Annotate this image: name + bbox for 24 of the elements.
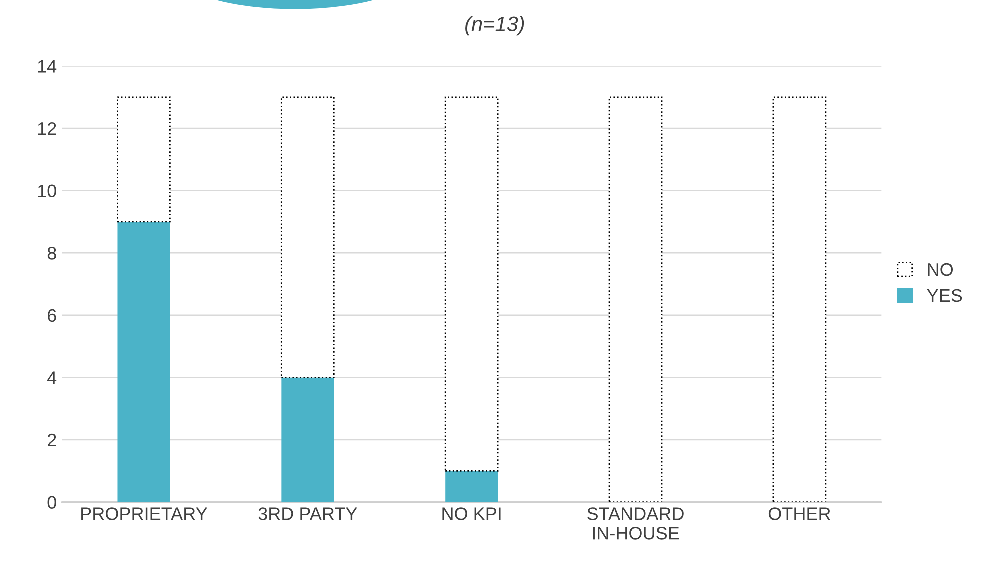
y-tick-label: 0	[48, 496, 56, 509]
y-tick-label: 6	[48, 309, 56, 322]
y-tick-label: 14	[38, 60, 57, 73]
x-tick-label: 3RD PARTY	[258, 508, 358, 520]
y-tick-label: 12	[38, 122, 56, 136]
x-tick-label: STANDARD IN-HOUSE	[588, 508, 684, 540]
bar	[280, 96, 335, 378]
x-tick-label: PROPRIETARY	[82, 508, 208, 520]
y-tick-label: 4	[48, 372, 57, 384]
legend-label: YES	[927, 289, 962, 302]
bar	[118, 222, 170, 502]
bar	[117, 96, 171, 223]
bar	[608, 96, 663, 502]
x-tick-label: OTHER	[768, 508, 830, 520]
y-tick-label: 10	[38, 184, 56, 198]
bar	[444, 96, 499, 472]
bar	[446, 471, 498, 502]
legend-label: NO	[928, 263, 954, 276]
y-tick-label: 2	[48, 434, 56, 447]
bar	[772, 96, 827, 502]
x-tick-label: NO KPI	[442, 508, 501, 520]
y-tick-label: 8	[48, 247, 56, 260]
chart-title: (n=13)	[466, 16, 524, 36]
bar	[282, 378, 334, 502]
